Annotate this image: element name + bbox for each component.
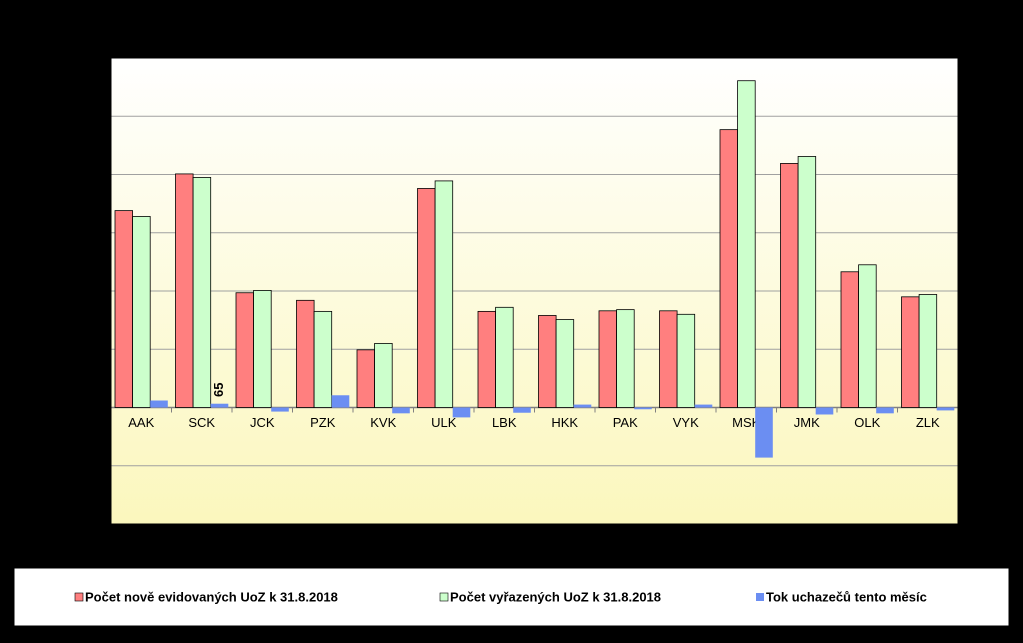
bar (755, 407, 773, 458)
legend-swatch (74, 592, 84, 602)
legend-swatch (756, 593, 764, 601)
bar (331, 395, 350, 408)
bar (495, 306, 514, 408)
bar (815, 407, 834, 415)
bar (634, 407, 652, 410)
legend-label: Počet nově evidovaných UoZ k 31.8.2018 (85, 589, 338, 604)
bar (513, 407, 531, 413)
bar (616, 309, 635, 408)
bar (235, 292, 255, 408)
bar (918, 294, 938, 408)
legend-swatch (439, 592, 449, 602)
legend-label: Počet vyřazených UoZ k 31.8.2018 (450, 589, 661, 604)
bar (797, 156, 817, 408)
bar (392, 407, 410, 414)
x-tick-label: LBK (492, 415, 517, 430)
bar (876, 407, 894, 414)
bar (573, 404, 592, 408)
x-tick-label: OLK (854, 415, 880, 430)
legend-box (13, 567, 1010, 627)
bar (132, 216, 151, 408)
x-tick-label: HKK (551, 415, 578, 430)
bar (676, 313, 696, 408)
x-tick-label: PZK (310, 415, 336, 430)
x-tick-label: JMK (794, 415, 820, 430)
bar (253, 290, 272, 408)
bar (901, 296, 920, 408)
bar (356, 349, 376, 408)
bar (840, 271, 860, 408)
x-tick-label: ULK (431, 415, 457, 430)
bar (175, 173, 194, 408)
bar (936, 407, 955, 411)
bar (150, 400, 168, 408)
bar (313, 310, 333, 408)
x-tick-label: SCK (188, 415, 215, 430)
x-tick-label: JCK (250, 415, 275, 430)
bar (296, 299, 315, 408)
bar (210, 403, 229, 408)
bar (555, 319, 575, 408)
bar (719, 129, 739, 408)
x-tick-label: PAK (613, 415, 638, 430)
x-tick-label: ZLK (916, 415, 940, 430)
x-tick-label: KVK (370, 415, 396, 430)
bar (417, 188, 436, 408)
bar (598, 310, 618, 408)
bar (737, 80, 756, 408)
legend-label: Tok uchazečů tento měsíc (766, 589, 927, 604)
bar (858, 264, 877, 408)
x-tick-label: VYK (673, 415, 699, 430)
bar (477, 310, 497, 408)
bar (374, 343, 393, 408)
bar (694, 404, 713, 408)
bar (659, 310, 678, 408)
x-tick-label: AAK (128, 415, 154, 430)
bar (114, 210, 134, 408)
plot-border (110, 57, 959, 525)
bar (452, 407, 471, 418)
x-tick-label: MSK (732, 415, 761, 430)
bar (434, 180, 454, 408)
bar (538, 315, 557, 408)
bar (271, 407, 289, 412)
bar (192, 177, 212, 408)
data-label: 65 (211, 382, 226, 396)
bar (780, 163, 799, 408)
